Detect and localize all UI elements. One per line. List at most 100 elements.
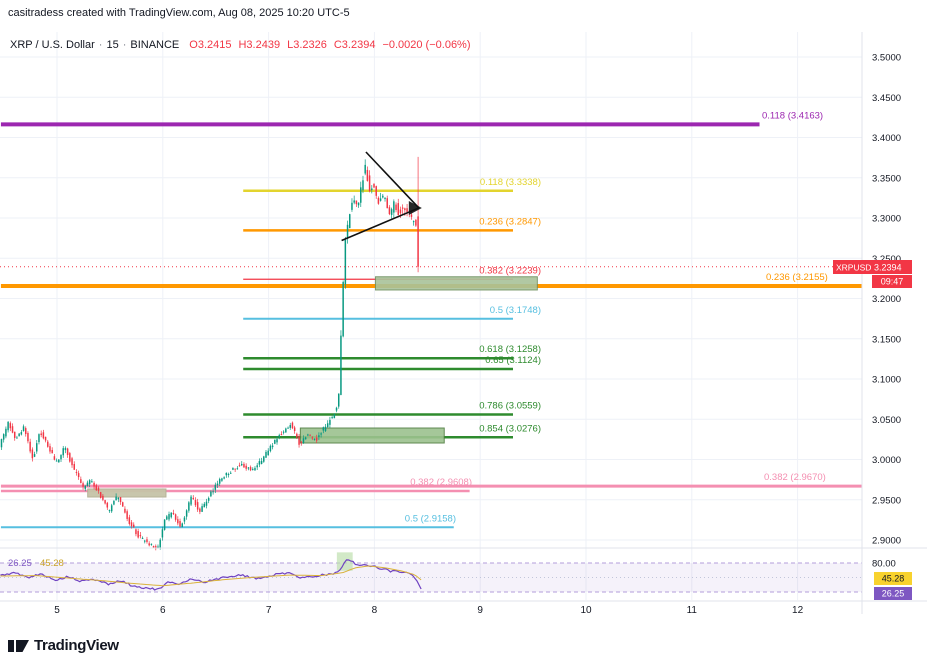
legend-exchange[interactable]: BINANCE <box>130 39 180 51</box>
candle-body <box>223 477 225 479</box>
legend-open-value: O3.2415 <box>189 39 232 51</box>
price-axis-label: 3.1000 <box>872 375 901 386</box>
fib-labels-layer: 0.118 (3.4163) 0.118 (3.3338) 0.236 (3.284… <box>405 110 828 524</box>
candle-body <box>252 468 254 470</box>
price-axis-label: 3.0500 <box>872 415 901 426</box>
candle-body <box>60 455 62 460</box>
candle-body <box>298 436 300 445</box>
candle-body <box>141 537 144 539</box>
candle-body <box>62 448 64 456</box>
candle-body <box>110 505 113 512</box>
candle-body <box>106 502 109 508</box>
candle-body <box>20 432 23 435</box>
candle-body <box>159 539 161 548</box>
candle-body <box>132 524 135 528</box>
candle-body <box>313 438 316 440</box>
rsi-ma-badge-value: 45.28 <box>882 574 905 584</box>
candle-body <box>183 517 186 522</box>
candle-body <box>166 516 168 520</box>
candle-body <box>366 169 369 181</box>
zone-box[interactable] <box>87 488 167 498</box>
time-axis-label: 5 <box>54 605 60 616</box>
grid-layer <box>0 32 862 600</box>
tradingview-logo[interactable]: TradingView <box>8 637 119 654</box>
candle-body <box>210 491 212 497</box>
candle-body <box>75 471 78 473</box>
candle-body <box>353 200 355 203</box>
candle-body <box>384 197 386 200</box>
candle-body <box>13 431 16 438</box>
candle-body <box>199 508 201 512</box>
candle-body <box>49 446 51 452</box>
candle-body <box>179 521 181 527</box>
candle-body <box>36 443 38 452</box>
trend-line[interactable] <box>365 151 420 209</box>
rsi-ma-badge <box>874 572 912 585</box>
candle-body <box>155 546 157 549</box>
legend-symbol[interactable]: XRP / U.S. Dollar <box>10 39 95 51</box>
price-axis-label: 3.4000 <box>872 133 901 144</box>
candle-body <box>349 214 351 229</box>
candle-body <box>241 463 243 466</box>
rsi-band <box>0 563 862 592</box>
time-axis[interactable]: 5 6 7 8 9 10 11 12 <box>54 605 803 616</box>
candle-body <box>390 209 393 215</box>
candle-body <box>300 441 303 443</box>
fib-label: 0.382 (3.2239) <box>479 265 541 276</box>
candle-body <box>121 502 124 507</box>
trend-line[interactable] <box>341 207 420 242</box>
time-axis-label: 7 <box>266 605 272 616</box>
legend-separator: · <box>122 39 127 51</box>
candle-body <box>335 407 338 411</box>
candle-body <box>124 508 126 513</box>
candle-body <box>274 439 276 444</box>
candle-body <box>412 221 415 223</box>
legend-close-value: C3.2394 <box>333 39 376 51</box>
candle-body <box>377 197 380 204</box>
candle-body <box>243 463 245 468</box>
price-axis[interactable]: 3.5000 3.4500 3.4000 3.3500 3.3000 3.2500 3.20… <box>872 53 901 570</box>
candle-body <box>247 467 250 469</box>
candle-body <box>73 463 75 470</box>
candle-body <box>51 449 53 454</box>
candle-body <box>415 219 417 226</box>
candle-body <box>88 480 91 485</box>
fib-label: 0.786 (3.0559) <box>479 401 541 412</box>
price-axis-label: 2.9000 <box>872 536 901 547</box>
candle-body <box>95 485 98 491</box>
candle-body <box>168 514 170 520</box>
candle-body <box>146 539 148 542</box>
candle-body <box>329 420 331 425</box>
zone-box[interactable] <box>299 427 445 444</box>
candle-body <box>196 502 199 510</box>
price-badge-value: 3.2394 <box>874 263 902 273</box>
triangle-drawing[interactable] <box>341 151 422 242</box>
candle-body <box>227 473 230 475</box>
fib-label: 0.236 (3.2155) <box>766 272 828 283</box>
candle-body <box>172 512 175 515</box>
symbol-legend[interactable]: XRP / U.S. Dollar · 15 · BINANCE O3.2415… <box>10 39 471 51</box>
time-axis-label: 6 <box>160 605 166 616</box>
zone-box[interactable] <box>374 276 538 291</box>
legend-interval[interactable]: 15 <box>106 39 119 51</box>
price-axis-label: 3.1500 <box>872 334 901 345</box>
candle-body <box>192 497 195 499</box>
candle-body <box>80 479 82 483</box>
candle-body <box>77 473 80 478</box>
candle-body <box>135 529 137 535</box>
candle-body <box>318 435 320 438</box>
candle-body <box>55 460 58 462</box>
candle-body <box>177 519 179 524</box>
fib-label: 0.118 (3.3338) <box>480 177 541 188</box>
candle-body <box>322 427 325 431</box>
candle-body <box>144 540 146 542</box>
candle-body <box>368 175 371 192</box>
candle-body <box>0 439 3 448</box>
candle-body <box>42 432 45 439</box>
candle-body <box>234 468 236 470</box>
fib-label: 0.382 (2.9608) <box>410 477 472 488</box>
candle-body <box>82 483 84 487</box>
candle-body <box>309 434 311 436</box>
legend-low-value: L3.2326 <box>287 39 327 51</box>
